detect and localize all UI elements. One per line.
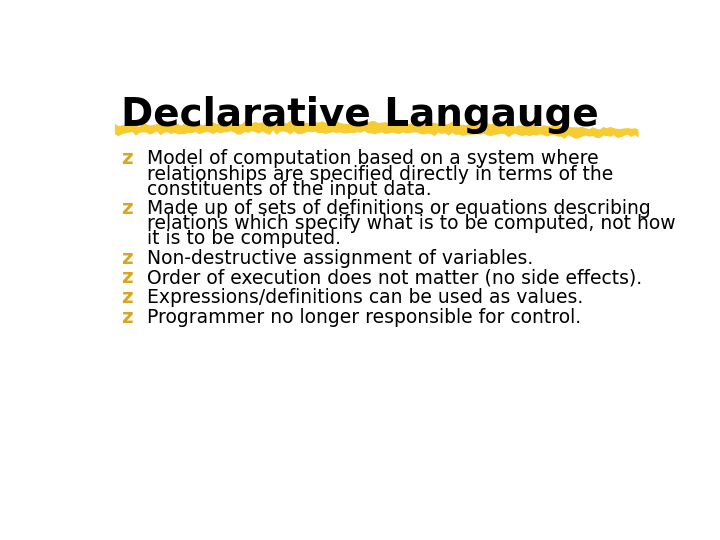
- Text: Non-destructive assignment of variables.: Non-destructive assignment of variables.: [148, 249, 534, 268]
- Text: Expressions/definitions can be used as values.: Expressions/definitions can be used as v…: [148, 288, 583, 307]
- Text: z: z: [121, 150, 132, 168]
- Polygon shape: [115, 120, 639, 139]
- Text: Programmer no longer responsible for control.: Programmer no longer responsible for con…: [148, 308, 581, 327]
- Text: z: z: [121, 288, 132, 307]
- Text: it is to be computed.: it is to be computed.: [148, 229, 341, 248]
- Text: relationships are specified directly in terms of the: relationships are specified directly in …: [148, 165, 613, 184]
- Text: constituents of the input data.: constituents of the input data.: [148, 179, 432, 199]
- Text: z: z: [121, 199, 132, 218]
- Text: z: z: [121, 308, 132, 327]
- Text: Declarative Langauge: Declarative Langauge: [121, 96, 599, 133]
- Text: Order of execution does not matter (no side effects).: Order of execution does not matter (no s…: [148, 268, 642, 287]
- Text: Made up of sets of definitions or equations describing: Made up of sets of definitions or equati…: [148, 199, 651, 218]
- Text: z: z: [121, 249, 132, 268]
- Text: relations which specify what is to be computed, not how: relations which specify what is to be co…: [148, 214, 676, 233]
- Text: Model of computation based on a system where: Model of computation based on a system w…: [148, 150, 599, 168]
- Text: z: z: [121, 268, 132, 287]
